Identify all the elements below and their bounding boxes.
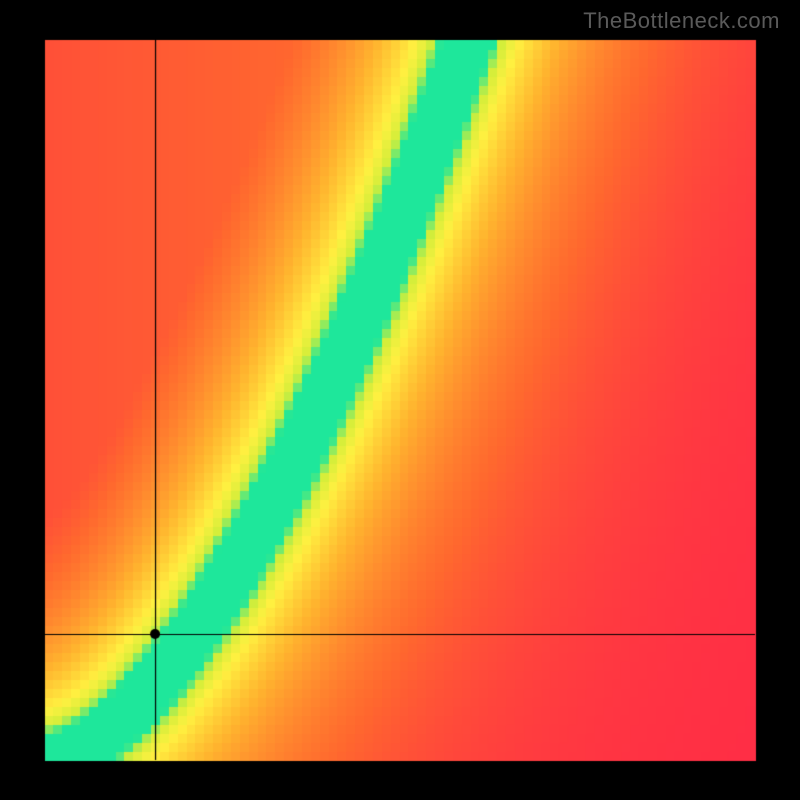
watermark-label: TheBottleneck.com — [583, 8, 780, 34]
bottleneck-heatmap-canvas — [0, 0, 800, 800]
chart-container: TheBottleneck.com — [0, 0, 800, 800]
